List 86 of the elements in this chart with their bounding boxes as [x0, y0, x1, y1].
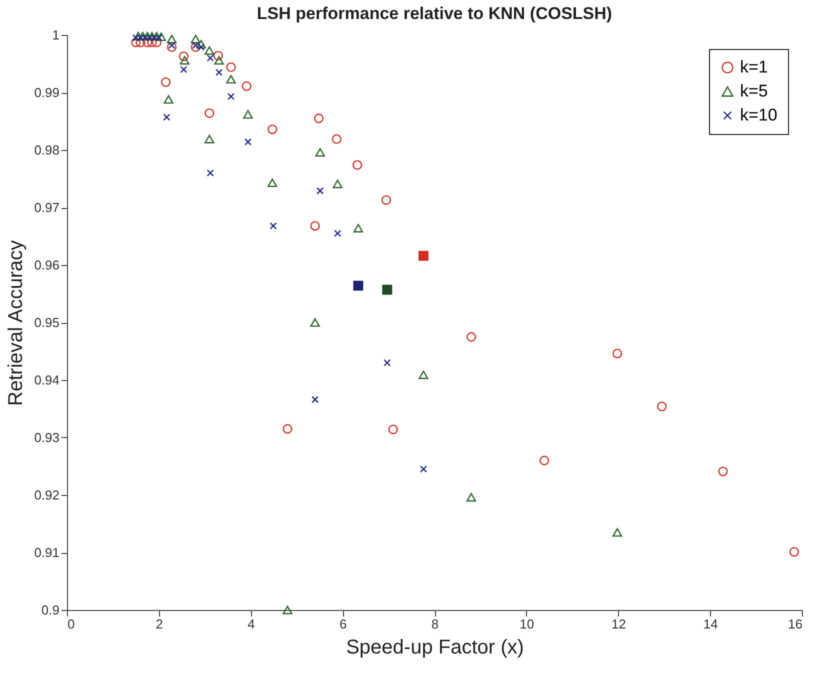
point — [612, 528, 622, 537]
point — [163, 114, 170, 121]
point — [226, 62, 236, 72]
y-tick-label: 0.9 — [41, 602, 60, 618]
point — [466, 332, 476, 342]
point — [418, 250, 428, 261]
point — [244, 138, 252, 146]
point — [204, 46, 214, 55]
point — [196, 40, 206, 48]
point — [316, 187, 324, 194]
point — [315, 148, 325, 157]
legend-label: k=10 — [740, 106, 778, 124]
point — [215, 68, 223, 76]
point — [227, 92, 235, 100]
chart-title: LSH performance relative to KNN (COSLSH) — [256, 4, 612, 23]
point — [334, 230, 342, 237]
legend-label: k=1 — [740, 58, 768, 76]
x-tick-label: 12 — [612, 616, 626, 632]
y-tick-label: 0.96 — [34, 258, 60, 272]
point — [166, 34, 177, 44]
y-axis-title: Retrieval Accuracy — [5, 240, 28, 406]
point — [420, 466, 428, 473]
y-tick-label: 0.91 — [34, 545, 60, 560]
x-tick-label: 10 — [520, 616, 534, 632]
point — [226, 75, 236, 84]
x-tick-label: 0 — [68, 616, 75, 632]
point — [332, 134, 342, 144]
point — [418, 370, 428, 380]
point — [180, 56, 190, 65]
point — [539, 456, 550, 466]
point — [180, 66, 188, 74]
point — [243, 110, 253, 119]
point — [190, 34, 200, 44]
point — [204, 108, 214, 118]
point — [168, 42, 176, 49]
point — [657, 402, 667, 412]
legend-label: k=5 — [740, 82, 768, 100]
x-tick-label: 8 — [431, 616, 439, 632]
point — [204, 134, 214, 144]
y-tick-label: 0.99 — [34, 85, 60, 100]
x-tick-label: 14 — [703, 616, 718, 632]
point — [242, 81, 252, 91]
point — [136, 38, 146, 48]
point — [206, 54, 214, 62]
point — [332, 180, 342, 188]
y-tick-label: 0.92 — [34, 488, 60, 502]
point — [206, 169, 214, 177]
x-tick-label: 2 — [156, 616, 163, 632]
point — [160, 77, 171, 87]
x-tick-label: 16 — [788, 616, 802, 632]
point — [282, 606, 292, 614]
y-tick-label: 0.93 — [34, 430, 60, 445]
y-tick-label: 0.95 — [34, 315, 60, 330]
y-tick-label: 0.94 — [34, 372, 60, 388]
point — [311, 396, 319, 404]
point — [466, 493, 476, 502]
point — [381, 195, 392, 205]
point — [213, 50, 223, 61]
y-tick-label: 1 — [52, 28, 60, 42]
point — [612, 348, 622, 358]
point — [178, 51, 189, 62]
point — [131, 38, 141, 48]
point — [152, 38, 162, 48]
y-tick-label: 0.98 — [34, 142, 60, 158]
point — [384, 359, 391, 366]
point — [310, 318, 320, 327]
point — [214, 56, 224, 65]
point — [352, 160, 362, 170]
point — [268, 178, 278, 188]
point — [268, 124, 278, 134]
point — [388, 424, 398, 434]
y-tick-label: 0.97 — [34, 200, 60, 215]
point — [270, 222, 277, 230]
point — [310, 221, 320, 231]
point — [282, 424, 292, 434]
x-axis-title: Speed-up Factor (x) — [346, 636, 524, 658]
point — [353, 224, 364, 232]
point — [353, 280, 364, 291]
point — [314, 114, 324, 124]
point — [142, 38, 152, 48]
x-tick-label: 6 — [340, 616, 347, 632]
point — [789, 547, 800, 557]
point — [164, 95, 174, 104]
point — [382, 284, 392, 295]
point — [718, 466, 728, 476]
x-tick-label: 4 — [248, 616, 255, 632]
